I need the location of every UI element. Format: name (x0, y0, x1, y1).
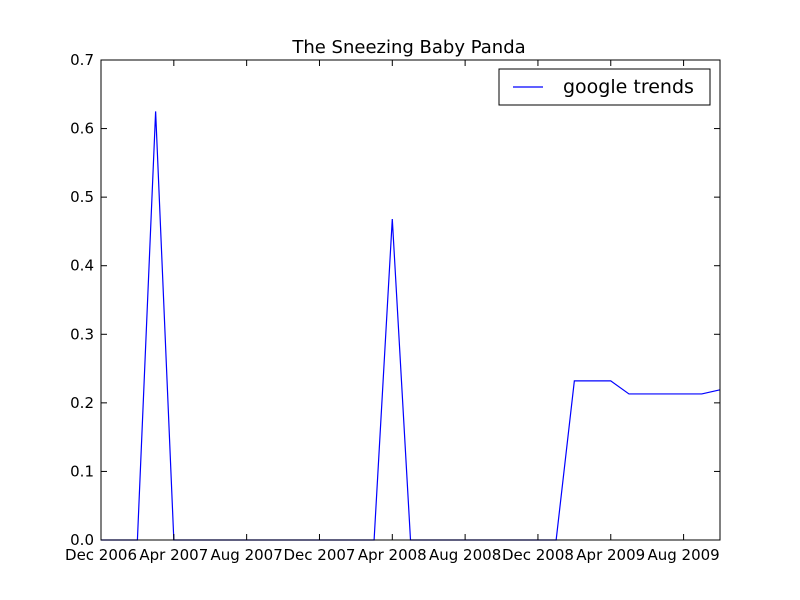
y-tick-label: 0.3 (70, 325, 94, 343)
x-tick-label: Dec 2008 (502, 546, 574, 564)
x-tick-label: Apr 2009 (576, 546, 645, 564)
x-tick-label: Dec 2007 (283, 546, 355, 564)
y-tick-label: 0.5 (70, 188, 94, 206)
y-tick-label: 0.7 (70, 51, 94, 69)
ticks-layer: 0.0 0.1 0.2 0.3 0.4 0.5 0.6 0.7 Dec 2006 Apr 2007… (65, 51, 720, 564)
x-tick-label: Aug 2009 (647, 546, 719, 564)
legend-label: google trends (563, 76, 694, 98)
chart-title: The Sneezing Baby Panda (291, 37, 525, 58)
y-tick-label: 0.4 (70, 257, 94, 275)
x-tick-label: Dec 2006 (65, 546, 137, 564)
x-tick-label: Apr 2008 (358, 546, 427, 564)
x-tick-label: Aug 2007 (211, 546, 283, 564)
legend: google trends (498, 68, 711, 106)
y-tick-label: 0.0 (70, 531, 94, 549)
x-tick-label: Aug 2008 (429, 546, 501, 564)
series-line-0 (101, 111, 721, 541)
plot-frame (100, 59, 721, 541)
series-layer (101, 111, 721, 541)
y-tick-label: 0.2 (70, 394, 94, 412)
y-tick-label: 0.6 (70, 120, 94, 138)
x-tick-label: Apr 2007 (139, 546, 208, 564)
y-tick-label: 0.1 (70, 462, 94, 480)
